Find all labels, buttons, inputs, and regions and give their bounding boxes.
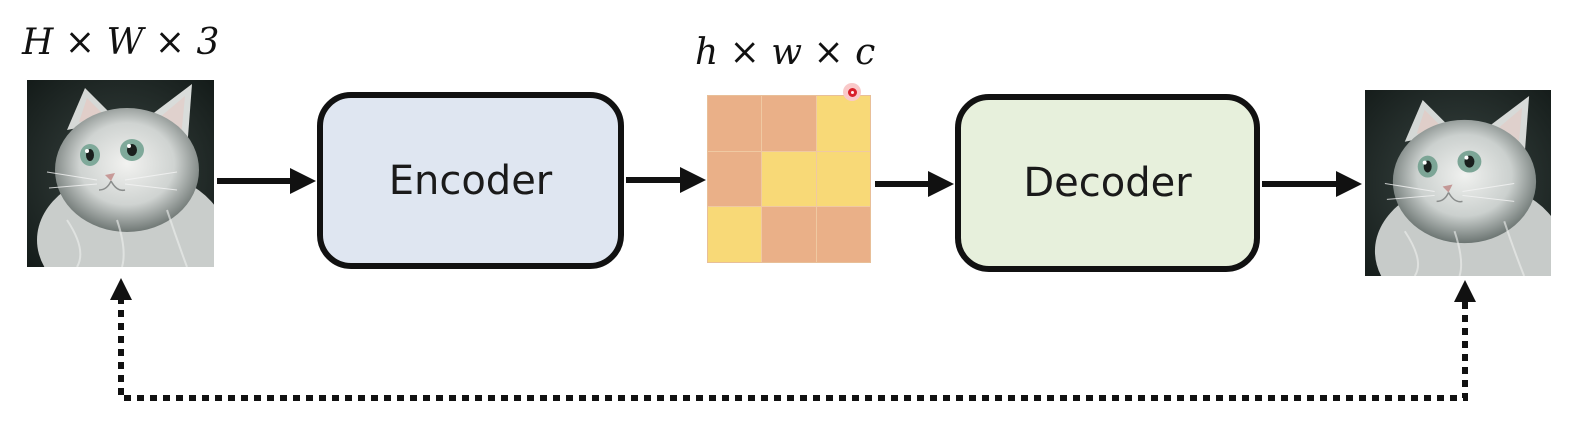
- latent-cell-0-1: [762, 96, 816, 151]
- arrow-latent-to-decoder: [875, 171, 954, 197]
- arrow-encoder-to-latent: [626, 167, 706, 193]
- reconstruction-loop-arrow: [110, 278, 1476, 401]
- latent-cell-0-0: [708, 96, 762, 151]
- latent-cell-2-0: [708, 207, 762, 262]
- arrow-decoder-to-output: [1262, 171, 1362, 197]
- cat-image-output: [1365, 90, 1551, 276]
- cursor-highlight-icon: [843, 83, 861, 101]
- decoder-block: Decoder: [955, 94, 1260, 272]
- decoder-label: Decoder: [1023, 160, 1192, 206]
- input-image: [27, 80, 214, 267]
- encoder-label: Encoder: [388, 157, 553, 204]
- latent-cell-2-1: [762, 207, 816, 262]
- loop-arrowhead-input: [110, 278, 132, 300]
- input-dimensions-label: H × W × 3: [22, 22, 220, 63]
- output-image: [1365, 90, 1551, 276]
- latent-cell-1-1: [762, 151, 816, 207]
- latent-cell-2-2: [816, 207, 870, 262]
- latent-cell-1-0: [708, 151, 762, 207]
- encoder-block: Encoder: [317, 92, 624, 269]
- latent-grid: [707, 95, 871, 263]
- latent-dimensions-label: h × w × c: [695, 32, 876, 73]
- latent-cell-1-2: [816, 151, 870, 207]
- cat-image-input: [27, 80, 214, 267]
- latent-cell-0-2: [816, 96, 870, 151]
- arrow-input-to-encoder: [217, 168, 316, 194]
- loop-arrowhead-output: [1454, 280, 1476, 302]
